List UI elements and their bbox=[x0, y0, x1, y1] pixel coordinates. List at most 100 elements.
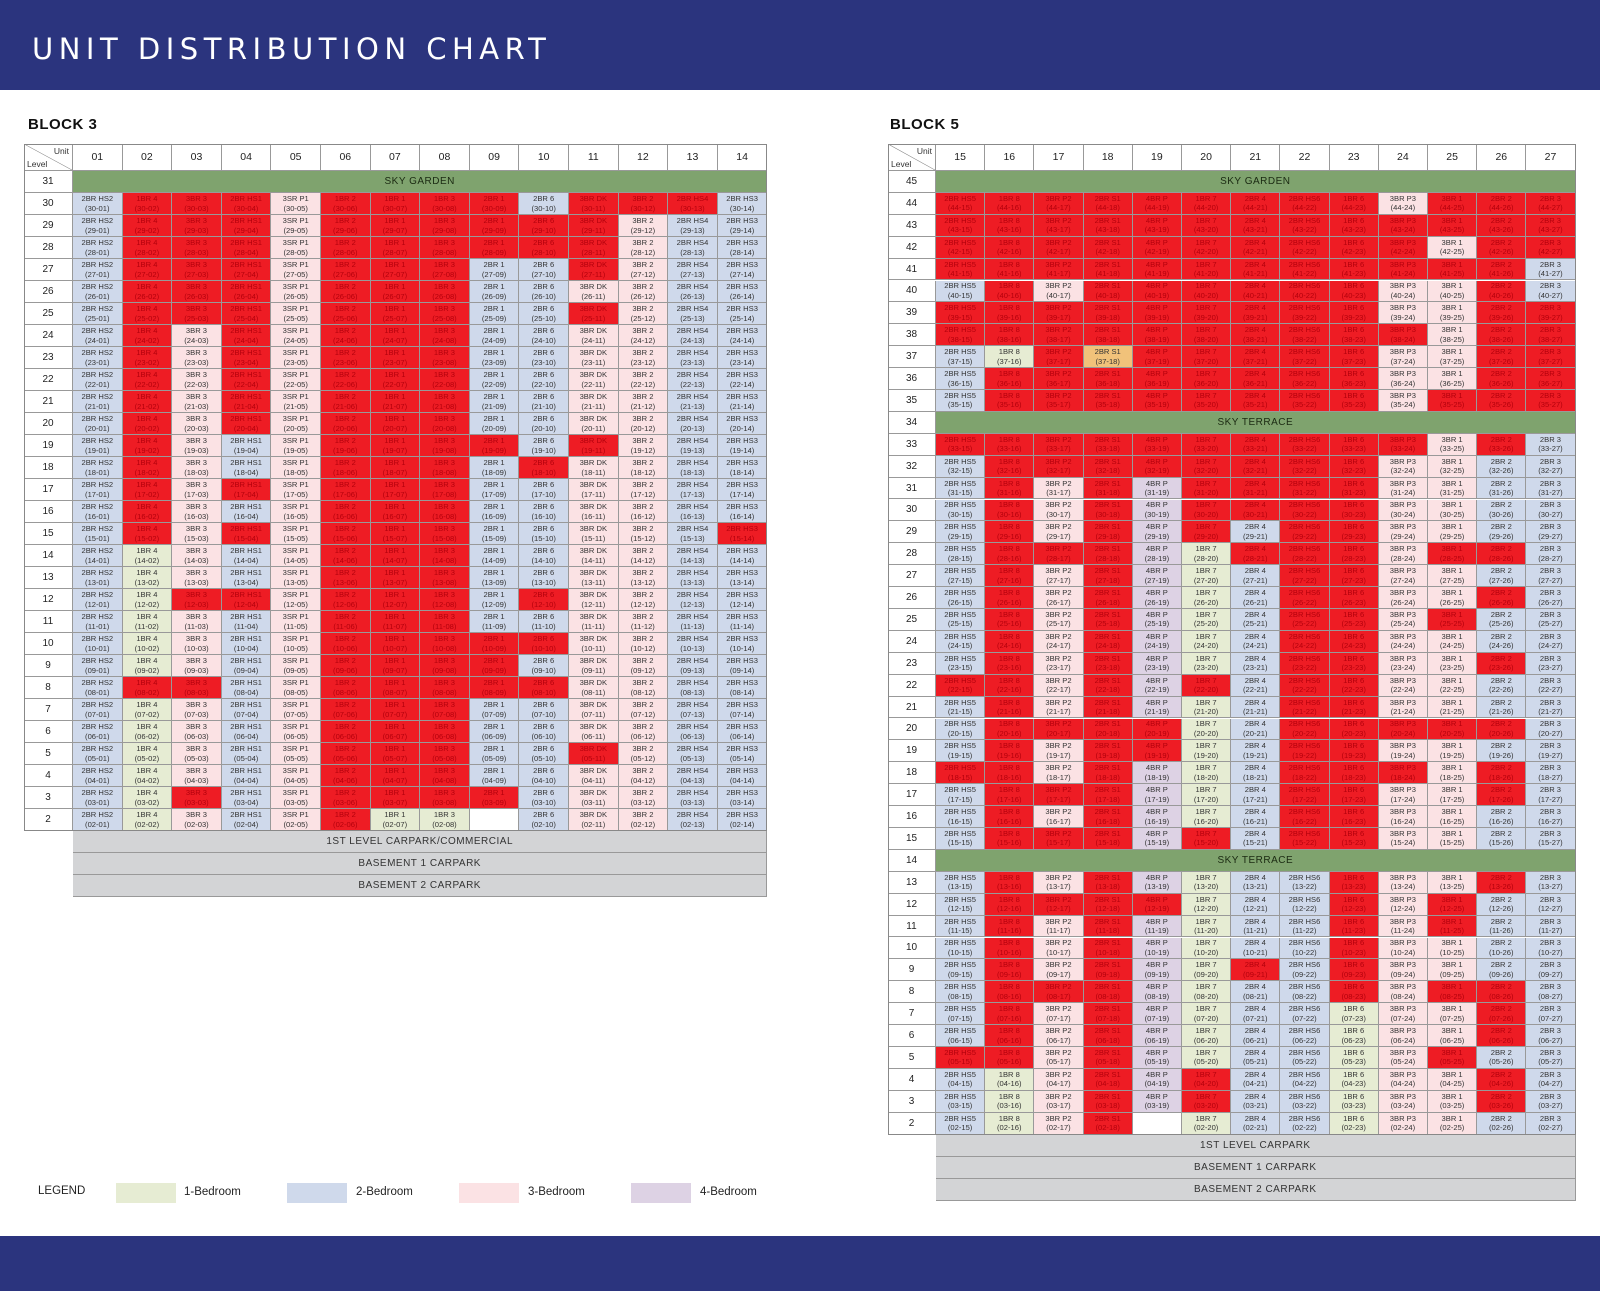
unit-type: 3BR P2 bbox=[1045, 697, 1072, 707]
unit-type: 2BR S1 bbox=[1094, 719, 1121, 729]
unit-type: 2BR 6 bbox=[533, 370, 555, 379]
unit-cell: 2BR HS5 (02-15) bbox=[936, 1112, 986, 1135]
unit-cell: 3BR P3 (26-24) bbox=[1378, 587, 1428, 609]
unit-number: (22-03) bbox=[184, 379, 209, 389]
unit-type: 2BR HS2 bbox=[81, 238, 114, 247]
unit-cell: 3BR 2 (10-12) bbox=[618, 633, 669, 655]
unit-cell-sold: 2BR 2 (13-26) bbox=[1477, 871, 1527, 894]
unit-number: (24-27) bbox=[1538, 641, 1563, 651]
unit-number: (23-06) bbox=[333, 357, 358, 367]
unit-type: 1BR 2 bbox=[334, 304, 356, 313]
unit-number: (22-17) bbox=[1046, 685, 1071, 695]
unit-number: (05-09) bbox=[481, 753, 507, 763]
unit-type: 3BR P2 bbox=[1045, 347, 1072, 357]
unit-type: 2BR HS1 bbox=[230, 194, 262, 203]
unit-number: (23-04) bbox=[233, 357, 259, 367]
unit-cell-sold: 1BR 8 (19-16) bbox=[985, 740, 1035, 763]
unit-number: (33-27) bbox=[1538, 444, 1563, 454]
unit-number: (08-05) bbox=[283, 687, 308, 697]
unit-number: (18-24) bbox=[1390, 772, 1416, 782]
unit-type: 1BR 7 bbox=[1195, 522, 1217, 532]
unit-cell-sold: 2BR HS6 (28-22) bbox=[1280, 543, 1330, 566]
unit-type: 1BR 2 bbox=[334, 436, 356, 445]
unit-cell-sold: 2BR 2 (03-26) bbox=[1477, 1090, 1527, 1113]
unit-number: (08-06) bbox=[333, 687, 358, 697]
unit-cell-sold: 1BR 2 (04-06) bbox=[321, 765, 371, 787]
unit-type: 2BR HS2 bbox=[81, 348, 114, 357]
unit-cell-sold: 1BR 1 (30-07) bbox=[370, 193, 421, 215]
unit-number: (24-23) bbox=[1341, 641, 1366, 651]
unit-number: (41-17) bbox=[1046, 269, 1071, 279]
unit-cell: 2BR HS4 (03-13) bbox=[668, 787, 718, 809]
unit-type: 2BR 4 bbox=[1244, 1004, 1266, 1014]
unit-type: 2BR HS1 bbox=[230, 634, 262, 643]
unit-type: 2BR 2 bbox=[1490, 763, 1512, 773]
unit-type: 2BR HS6 bbox=[1288, 1004, 1321, 1014]
unit-type: 2BR 6 bbox=[533, 216, 555, 225]
unit-number: (39-21) bbox=[1243, 312, 1268, 322]
unit-cell-sold: 4BR P (39-19) bbox=[1132, 302, 1182, 325]
unit-number: (03-19) bbox=[1144, 1101, 1170, 1111]
unit-number: (13-26) bbox=[1489, 882, 1514, 892]
unit-cell-sold: 1BR 1 (19-07) bbox=[370, 435, 421, 457]
unit-cell: 4BR P (28-19) bbox=[1132, 543, 1182, 566]
unit-number: (25-03) bbox=[184, 313, 209, 323]
unit-type: 1BR 8 bbox=[998, 785, 1020, 795]
unit-type: 2BR HS6 bbox=[1288, 828, 1321, 838]
unit-cell-sold: 1BR 6 (21-23) bbox=[1329, 696, 1379, 719]
unit-type: 2BR 6 bbox=[533, 282, 555, 291]
level-number: 41 bbox=[888, 258, 936, 281]
unit-cell: 2BR 2 (32-26) bbox=[1477, 455, 1527, 478]
unit-type: 4BR P bbox=[1145, 522, 1168, 532]
block5-corner-header: Unit Level bbox=[888, 144, 936, 171]
unit-number: (13-12) bbox=[630, 577, 656, 587]
unit-number: (03-07) bbox=[382, 797, 408, 807]
unit-type: 2BR HS5 bbox=[944, 434, 976, 444]
unit-type: 4BR P bbox=[1145, 697, 1168, 707]
unit-number: (07-23) bbox=[1341, 1013, 1366, 1023]
unit-number: (25-09) bbox=[481, 313, 507, 323]
unit-type: 1BR 6 bbox=[1343, 1047, 1365, 1057]
unit-type: 4BR P bbox=[1145, 500, 1168, 510]
unit-cell-sold: 2BR HS6 (27-22) bbox=[1280, 565, 1330, 588]
unit-type: 2BR HS3 bbox=[726, 194, 758, 203]
unit-number: (28-22) bbox=[1292, 553, 1317, 563]
unit-cell: 2BR HS3 (30-14) bbox=[717, 193, 768, 215]
unit-type: 2BR HS4 bbox=[676, 458, 709, 467]
unit-cell: 2BR HS5 (35-15) bbox=[936, 390, 986, 412]
unit-number: (08-01) bbox=[85, 687, 110, 697]
unit-cell: 2BR 1 (21-09) bbox=[469, 391, 520, 413]
unit-cell-sold: 1BR 1 (10-07) bbox=[370, 633, 421, 655]
unit-number: (10-09) bbox=[481, 643, 507, 653]
unit-type: 3BR 1 bbox=[1441, 719, 1463, 729]
unit-number: (03-13) bbox=[680, 797, 705, 807]
unit-cell: 2BR HS2 (02-01) bbox=[73, 809, 123, 831]
unit-type: 1BR 6 bbox=[1343, 741, 1365, 751]
unit-number: (29-16) bbox=[997, 531, 1022, 541]
unit-number: (05-05) bbox=[283, 753, 308, 763]
unit-type: 3BR DK bbox=[579, 524, 608, 533]
unit-number: (02-24) bbox=[1390, 1123, 1416, 1133]
unit-number: (32-15) bbox=[947, 466, 973, 476]
unit-type: 3BR 1 bbox=[1441, 785, 1463, 795]
unit-cell-sold: 1BR 6 (10-23) bbox=[1329, 937, 1379, 960]
unit-cell-sold: 3BR 1 (25-25) bbox=[1428, 609, 1478, 631]
unit-number: (11-07) bbox=[382, 621, 407, 631]
unit-cell-sold: 3BR DK (30-11) bbox=[569, 193, 619, 215]
unit-type: 2BR 1 bbox=[483, 568, 505, 577]
unit-type: 1BR 7 bbox=[1195, 390, 1217, 400]
unit-type: 1BR 8 bbox=[998, 456, 1020, 466]
unit-cell: 3BR P3 (15-24) bbox=[1378, 828, 1428, 850]
unit-cell-sold: 2BR HS6 (23-22) bbox=[1280, 652, 1330, 675]
unit-type: 2BR 3 bbox=[1539, 872, 1562, 882]
unit-type: 3BR 3 bbox=[185, 634, 208, 643]
unit-number: (16-13) bbox=[680, 511, 705, 521]
carpark-band: BASEMENT 1 CARPARK bbox=[73, 853, 768, 875]
unit-type: 3BR 1 bbox=[1441, 807, 1463, 817]
unit-type: 1BR 7 bbox=[1195, 369, 1217, 379]
unit-cell-sold: 1BR 8 (05-16) bbox=[985, 1047, 1035, 1069]
unit-type: 2BR 4 bbox=[1244, 675, 1266, 685]
unit-type: 1BR 7 bbox=[1195, 1113, 1217, 1123]
unit-cell-sold: 1BR 7 (42-20) bbox=[1182, 236, 1232, 259]
unit-type: 3SR P1 bbox=[282, 480, 309, 489]
